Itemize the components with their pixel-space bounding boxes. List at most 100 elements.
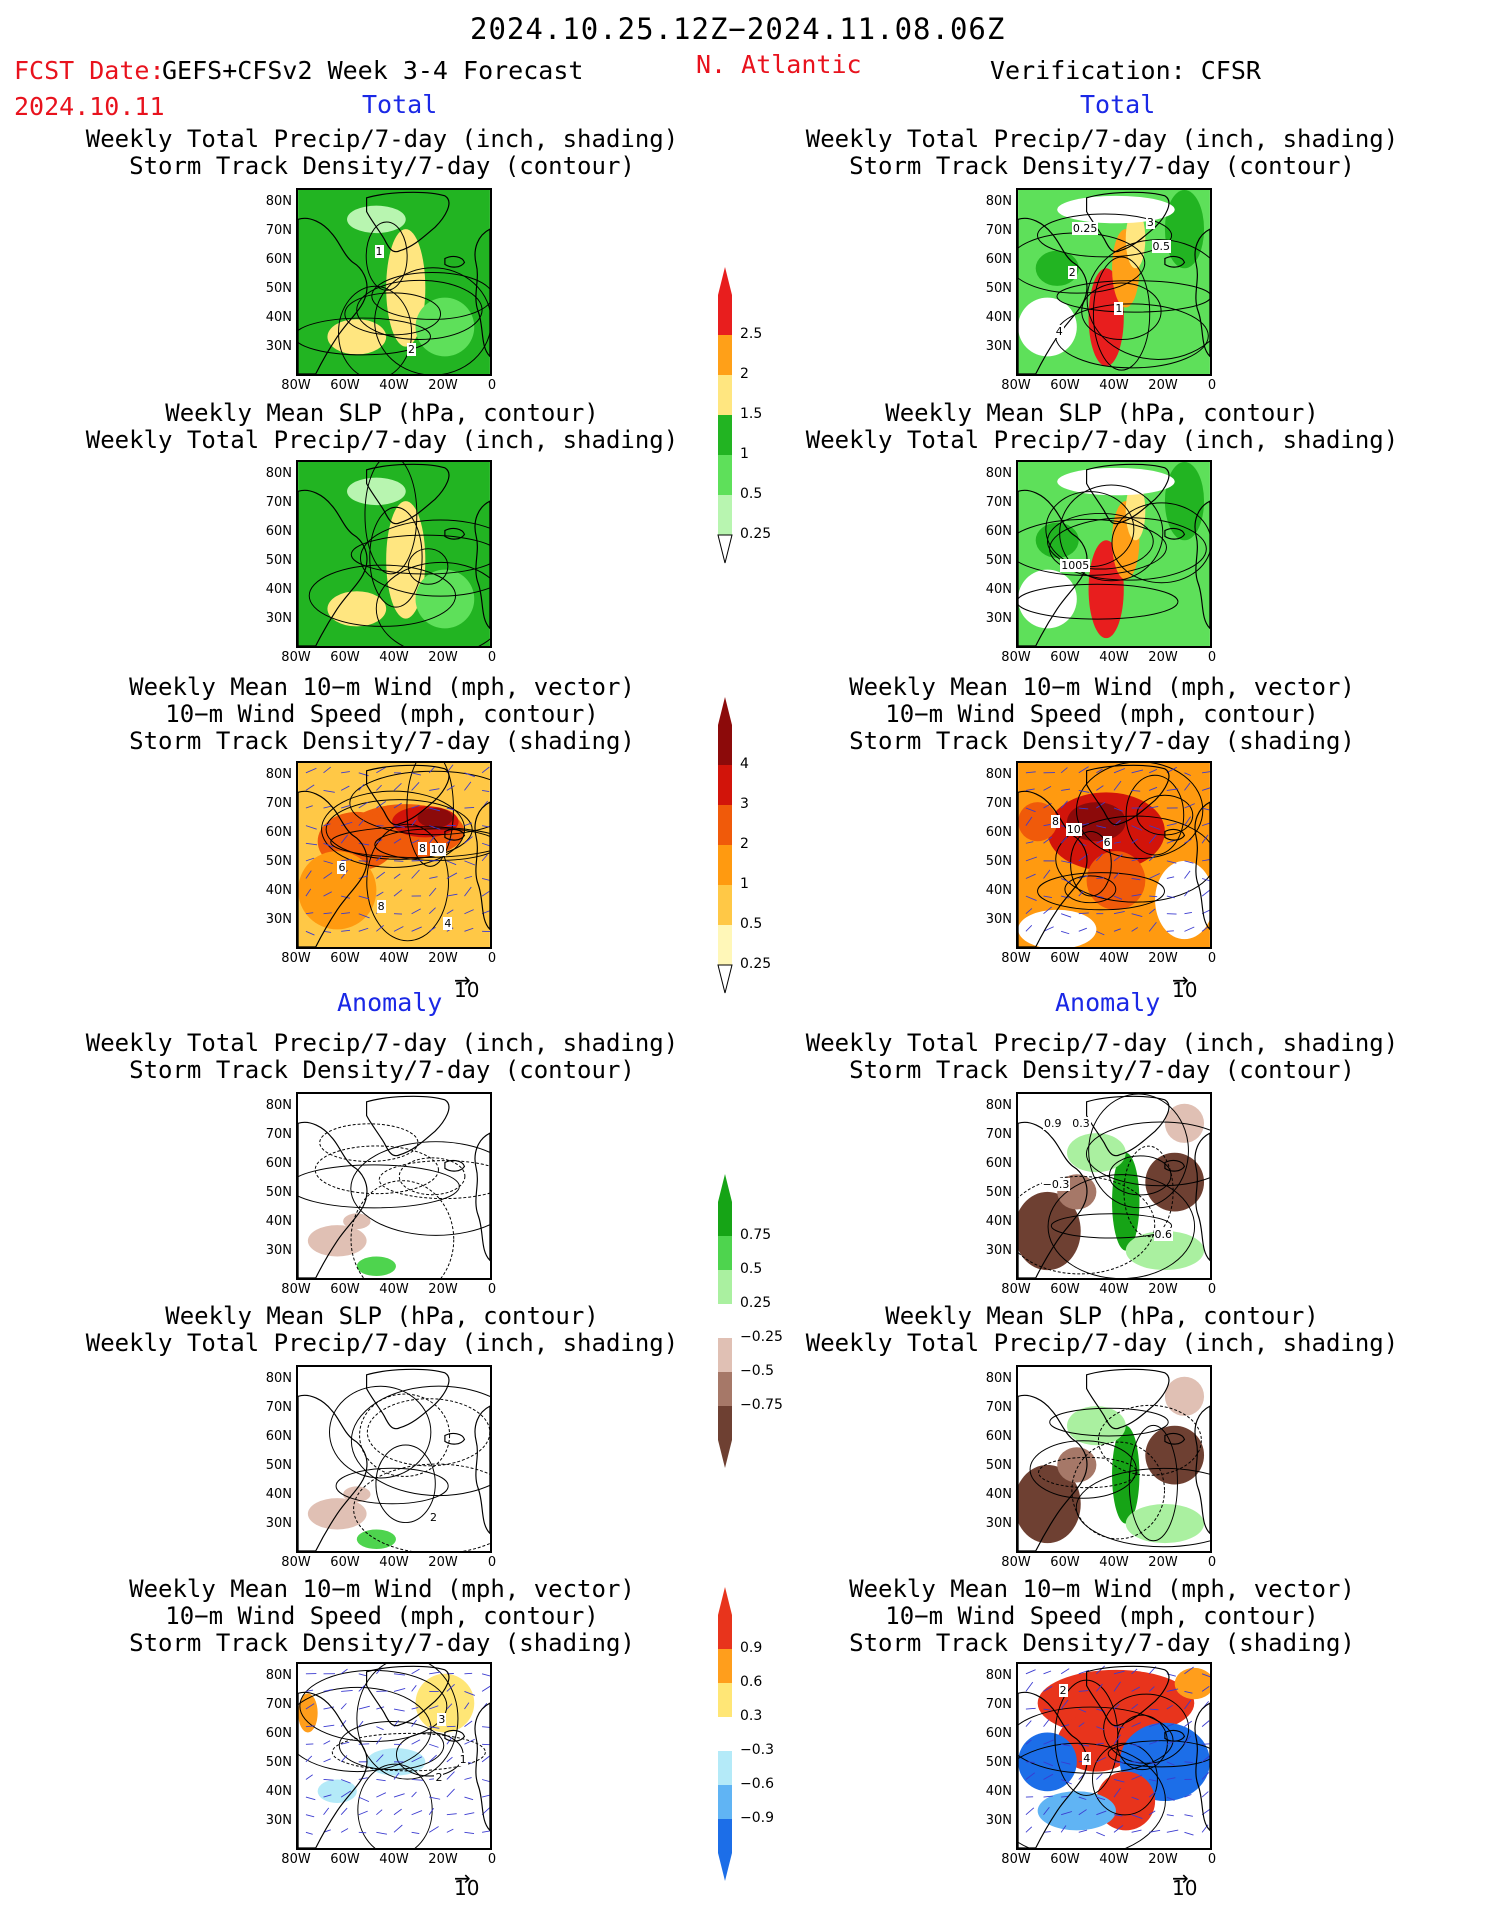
wind-vector — [1025, 816, 1033, 826]
lon-tick-label: 40W — [1099, 1282, 1129, 1297]
panel-title: Weekly Mean SLP (hPa, contour) Weekly Tot… — [742, 400, 1462, 454]
lon-tick-label: 20W — [428, 378, 458, 393]
lon-tick-label: 0 — [487, 378, 497, 393]
contour-label: 1 — [458, 1752, 468, 1766]
lon-tick-label: 80W — [281, 1282, 311, 1297]
lat-tick-label: 30N — [985, 1516, 1012, 1531]
colorbar-segment — [718, 925, 732, 965]
lon-tick-label: 20W — [1148, 1852, 1178, 1867]
wind-vector — [446, 807, 455, 811]
wind-vector — [1113, 1787, 1121, 1798]
contour-line — [335, 1467, 449, 1505]
colorbar-top-arrow — [718, 697, 732, 725]
wind-vector — [1113, 1681, 1121, 1692]
map-panel — [296, 761, 492, 949]
contour-line — [371, 272, 490, 320]
lon-tick-label: 40W — [379, 378, 409, 393]
panel-title-line: 10−m Wind Speed (mph, contour) — [885, 700, 1319, 728]
wind-vector — [376, 1792, 387, 1798]
wind-vector — [1043, 906, 1052, 915]
wind-vector — [1131, 1829, 1142, 1833]
shading-region — [298, 851, 377, 930]
contour-line — [325, 799, 473, 860]
lon-tick-label: 0 — [487, 1852, 497, 1867]
wind-vector — [323, 1758, 331, 1763]
wind-vector — [1148, 834, 1157, 844]
panel-title-line: Weekly Total Precip/7-day (inch, shading… — [85, 1329, 679, 1357]
contour-label: 0.5 — [1151, 239, 1172, 253]
wind-vector — [358, 927, 369, 932]
wind-vector — [376, 1831, 388, 1835]
lat-tick-label: 80N — [265, 1098, 292, 1113]
shading-region — [1174, 1667, 1210, 1700]
panel-title-line: Storm Track Density/7-day (contour) — [849, 1056, 1355, 1084]
wind-vector — [358, 913, 370, 919]
lat-tick-label: 30N — [265, 1813, 292, 1828]
wind-vector — [305, 784, 315, 791]
lat-tick-label: 80N — [265, 1668, 292, 1683]
wind-vector — [464, 1796, 474, 1801]
wind-vector — [1096, 930, 1105, 936]
wind-vector — [1113, 768, 1126, 774]
wind-vector — [411, 1756, 423, 1763]
wind-vector — [411, 1831, 420, 1835]
wind-vector — [1184, 1690, 1193, 1694]
lon-tick-label: 0 — [1207, 1282, 1217, 1297]
shading-region — [1125, 1231, 1205, 1271]
wind-vector — [1184, 1831, 1194, 1836]
shading-region — [1155, 860, 1210, 940]
vector-ref-row6-left: → 10 — [454, 1866, 480, 1900]
lat-tick-label: 30N — [265, 1516, 292, 1531]
coastline — [298, 1394, 368, 1551]
contour-line — [1088, 1094, 1189, 1209]
wind-vector — [340, 1720, 347, 1727]
wind-vector — [411, 908, 421, 915]
contour-line — [398, 1157, 466, 1196]
wind-vector — [464, 1738, 475, 1745]
contour-line — [1103, 1693, 1190, 1764]
wind-vector — [340, 1779, 351, 1784]
wind-vector — [1096, 1796, 1106, 1801]
colorbar-label: −0.9 — [740, 1810, 774, 1826]
colorbar-label: 0.9 — [740, 1640, 763, 1656]
contour-label: 3 — [437, 1712, 447, 1726]
colorbar-segment — [718, 1406, 732, 1440]
wind-vector — [1201, 1791, 1209, 1798]
wind-vector — [323, 912, 332, 915]
contour-line — [1047, 1174, 1196, 1278]
contour-label: 0.6 — [1153, 1228, 1173, 1242]
shading-region — [298, 1693, 318, 1733]
wind-vector — [1166, 1814, 1174, 1817]
wind-vector — [393, 1687, 406, 1692]
wind-vector — [1078, 912, 1089, 915]
contour-label: 1 — [374, 245, 384, 259]
wind-vector — [1166, 1796, 1175, 1801]
lon-tick-label: 80W — [281, 1852, 311, 1867]
wind-vector — [1149, 1779, 1157, 1782]
wind-vector — [1184, 870, 1191, 879]
coastline — [1194, 1702, 1210, 1832]
colorbar-label: 0.25 — [740, 1295, 772, 1311]
total-label-right: Total — [1080, 90, 1156, 119]
coastline — [298, 1691, 368, 1848]
colorbar-precip-anom — [718, 1174, 732, 1468]
lat-tick-label: 50N — [265, 1185, 292, 1200]
colorbar-top-arrow — [718, 267, 732, 295]
wind-vector — [1025, 1772, 1036, 1780]
wind-vector — [1078, 1722, 1085, 1727]
lat-tick-label: 70N — [265, 1697, 292, 1712]
lat-tick-label: 70N — [985, 223, 1012, 238]
coastline — [1194, 500, 1210, 630]
wind-vector — [464, 1812, 475, 1816]
wind-vector — [464, 772, 476, 778]
wind-vector — [429, 1796, 441, 1800]
lon-tick-label: 60W — [1050, 1852, 1080, 1867]
map-panel — [1016, 1662, 1212, 1850]
wind-vector — [393, 783, 402, 791]
lat-tick-label: 50N — [985, 1755, 1012, 1770]
wind-vector — [1025, 895, 1037, 901]
wind-vector — [358, 1810, 368, 1816]
wind-vector — [1184, 772, 1191, 776]
lat-tick-label: 40N — [265, 1214, 292, 1229]
colorbar-label: 0.6 — [740, 1674, 763, 1690]
